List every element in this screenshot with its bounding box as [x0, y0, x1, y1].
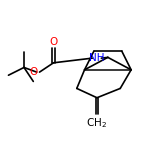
- Text: O: O: [30, 67, 38, 77]
- Text: $\mathregular{CH_2}$: $\mathregular{CH_2}$: [86, 116, 107, 130]
- Text: O: O: [49, 37, 58, 47]
- Text: NH: NH: [89, 53, 104, 63]
